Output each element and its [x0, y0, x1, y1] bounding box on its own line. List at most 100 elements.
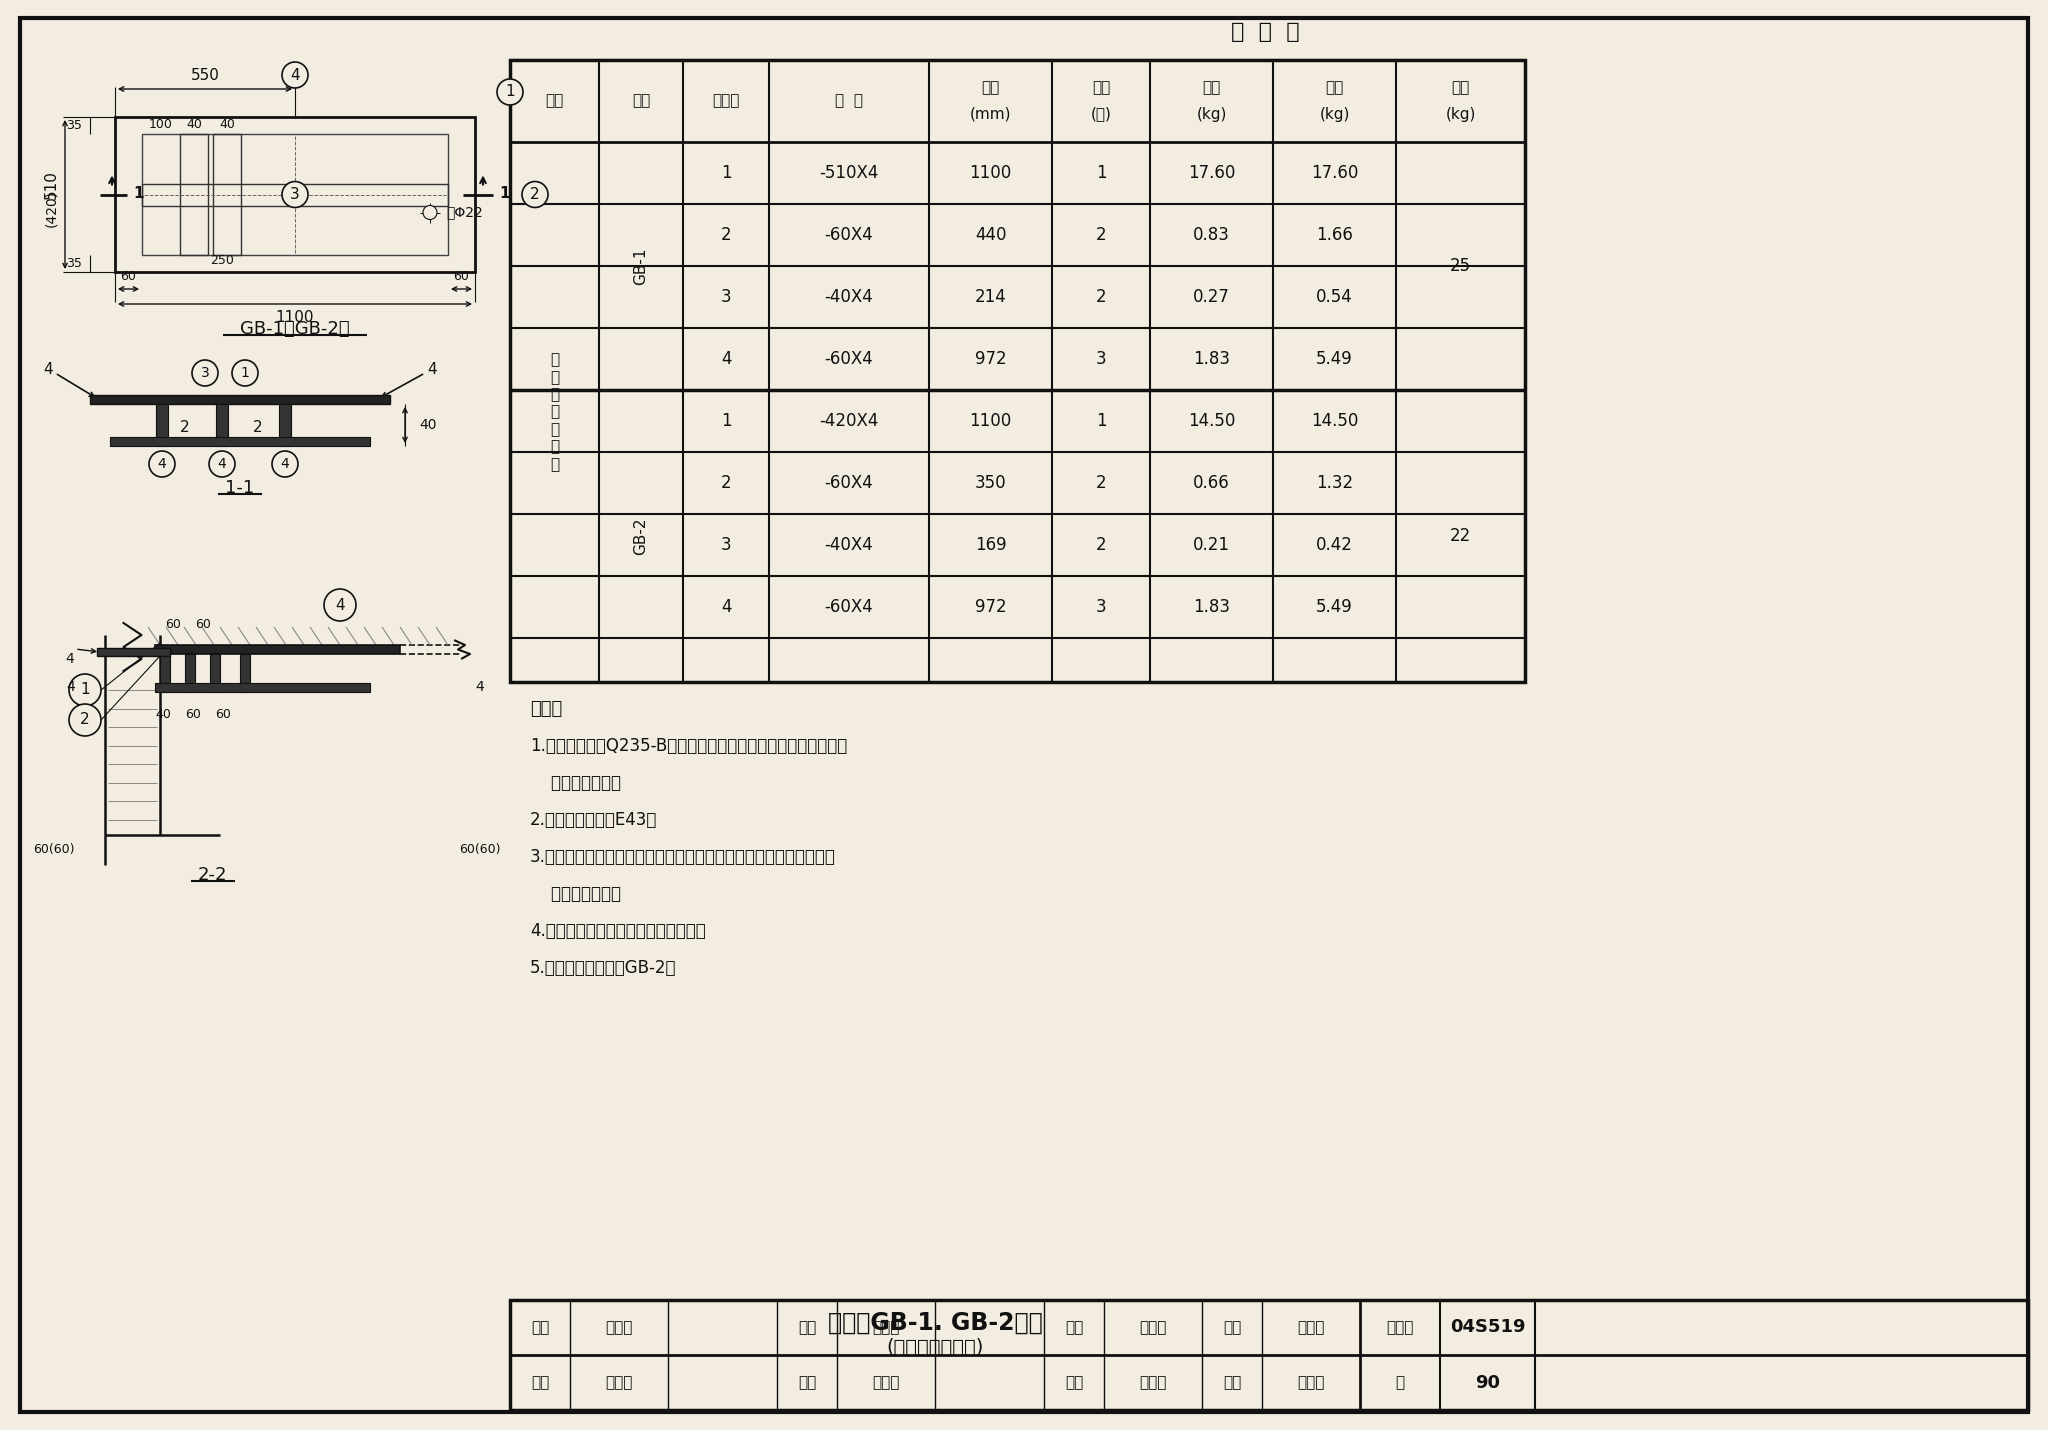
Text: 2.焉条：焉条型号E43。: 2.焉条：焉条型号E43。 [530, 811, 657, 829]
Circle shape [283, 61, 307, 89]
Text: 350: 350 [975, 473, 1006, 492]
Text: 无
覆
土
和
有
覆
土: 无 覆 土 和 有 覆 土 [551, 352, 559, 472]
Text: 成明茶: 成明茶 [1296, 1376, 1325, 1390]
Text: 60(60): 60(60) [33, 844, 76, 857]
Text: 4: 4 [66, 652, 74, 666]
Text: 3: 3 [721, 287, 731, 306]
Text: 60(60): 60(60) [459, 844, 502, 857]
Text: 成明茶: 成明茶 [1296, 1320, 1325, 1336]
Text: 4: 4 [721, 598, 731, 616]
Text: 共重: 共重 [1325, 80, 1343, 96]
Text: 25: 25 [1450, 257, 1470, 275]
Bar [141, 134, 449, 255]
Text: 说明：: 说明： [530, 701, 563, 718]
Text: 14.50: 14.50 [1311, 412, 1358, 430]
Text: 孔Φ22: 孔Φ22 [446, 206, 483, 219]
Text: 0.54: 0.54 [1317, 287, 1354, 306]
Text: 其他防滑措施。: 其他防滑措施。 [530, 774, 621, 792]
Text: 3: 3 [1096, 598, 1106, 616]
Circle shape [283, 182, 307, 207]
Text: 2: 2 [721, 226, 731, 245]
Text: 2: 2 [80, 712, 90, 728]
Text: 4: 4 [281, 458, 289, 470]
Circle shape [70, 674, 100, 706]
Text: 1.66: 1.66 [1317, 226, 1354, 245]
Text: 2: 2 [1096, 226, 1106, 245]
Text: 胶丙稀酸磁漆。: 胶丙稀酸磁漆。 [530, 885, 621, 902]
Text: 覆土: 覆土 [545, 93, 563, 109]
Text: 3: 3 [291, 187, 299, 202]
Text: 板号: 板号 [633, 93, 649, 109]
Text: 制图: 制图 [1223, 1320, 1241, 1336]
Text: 2: 2 [530, 187, 541, 202]
Text: 校对: 校对 [799, 1376, 815, 1390]
Text: 1100: 1100 [969, 412, 1012, 430]
Bar [160, 654, 170, 692]
Circle shape [324, 589, 356, 621]
Text: 0.42: 0.42 [1317, 536, 1354, 553]
Text: 972: 972 [975, 598, 1006, 616]
Bar [156, 645, 399, 654]
Text: 制图: 制图 [1223, 1376, 1241, 1390]
Text: 169: 169 [975, 536, 1006, 553]
Text: 22: 22 [1450, 528, 1470, 545]
Text: -60X4: -60X4 [825, 473, 872, 492]
Text: 2: 2 [1096, 536, 1106, 553]
Text: (个): (个) [1092, 106, 1112, 122]
Text: 60: 60 [121, 269, 137, 283]
Text: 1: 1 [1096, 412, 1106, 430]
Text: 4: 4 [158, 458, 166, 470]
Text: 1: 1 [721, 412, 731, 430]
Text: 17.60: 17.60 [1188, 164, 1235, 182]
Text: 4: 4 [217, 458, 227, 470]
Text: 1.83: 1.83 [1194, 598, 1231, 616]
Bar [141, 183, 449, 206]
Text: 1.32: 1.32 [1317, 473, 1354, 492]
Text: 总重: 总重 [1452, 80, 1470, 96]
Text: 页: 页 [1395, 1376, 1405, 1390]
Text: 1: 1 [133, 186, 143, 202]
Text: 4: 4 [336, 598, 344, 612]
Circle shape [193, 360, 217, 386]
Text: (kg): (kg) [1319, 106, 1350, 122]
Text: 2-2: 2-2 [199, 867, 227, 884]
Text: 3: 3 [201, 366, 209, 380]
Text: 设计: 设计 [1065, 1376, 1083, 1390]
Text: 单重: 单重 [1202, 80, 1221, 96]
Text: 武明美: 武明美 [1139, 1320, 1167, 1336]
Text: 550: 550 [190, 67, 219, 83]
Bar [215, 405, 227, 446]
Text: 郭奕雄: 郭奕雄 [606, 1376, 633, 1390]
Text: 510: 510 [43, 170, 59, 199]
Text: 14.50: 14.50 [1188, 412, 1235, 430]
Text: 60: 60 [166, 619, 180, 632]
Text: 4: 4 [721, 350, 731, 368]
Bar [156, 405, 168, 446]
Text: 长度: 长度 [981, 80, 999, 96]
Text: 0.83: 0.83 [1194, 226, 1231, 245]
Text: 4: 4 [475, 681, 485, 694]
Bar [279, 405, 291, 446]
Text: 1: 1 [500, 186, 510, 202]
Text: 材  料  表: 材 料 表 [1231, 21, 1298, 41]
Circle shape [70, 704, 100, 736]
Text: 04S519: 04S519 [1450, 1318, 1526, 1337]
Text: -40X4: -40X4 [825, 287, 872, 306]
Text: 图集号: 图集号 [1386, 1320, 1413, 1336]
Text: 250: 250 [211, 253, 233, 266]
Text: 审核: 审核 [530, 1320, 549, 1336]
Text: 4: 4 [43, 362, 53, 376]
Circle shape [272, 450, 299, 478]
Text: -40X4: -40X4 [825, 536, 872, 553]
Bar [211, 654, 219, 692]
Text: 1: 1 [240, 366, 250, 380]
Text: 数量: 数量 [1092, 80, 1110, 96]
Text: 2: 2 [1096, 473, 1106, 492]
Text: 40: 40 [219, 119, 236, 132]
Text: 60: 60 [453, 269, 469, 283]
Bar [115, 117, 475, 272]
Text: 60: 60 [195, 619, 211, 632]
Bar [90, 395, 389, 405]
Bar [510, 1300, 2028, 1410]
Text: 5.49: 5.49 [1317, 350, 1354, 368]
